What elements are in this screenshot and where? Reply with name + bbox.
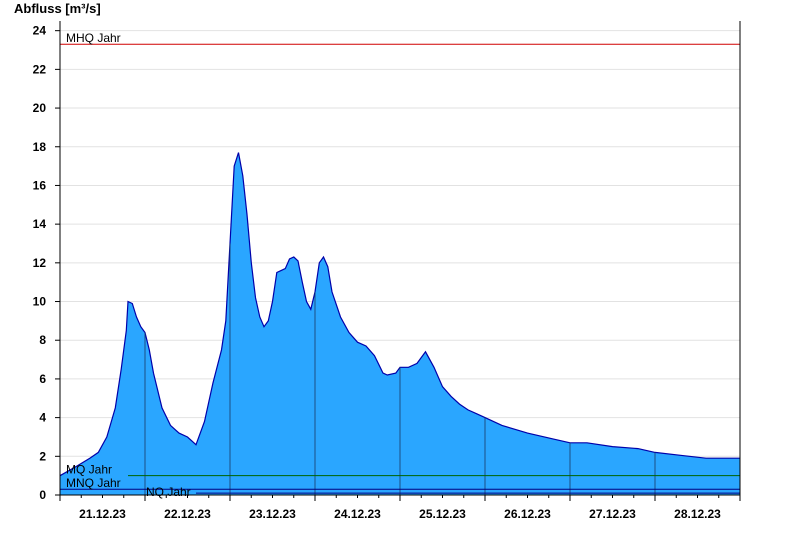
- x-tick-label-3: 24.12.23: [334, 507, 381, 521]
- y-tick-label-22: 22: [33, 62, 47, 76]
- y-tick-label-14: 14: [33, 217, 47, 231]
- y-tick-label-20: 20: [33, 101, 47, 115]
- x-tick-label-6: 27.12.23: [589, 507, 636, 521]
- y-tick-label-16: 16: [33, 178, 47, 192]
- x-tick-label-4: 25.12.23: [419, 507, 466, 521]
- y-tick-label-0: 0: [39, 488, 46, 502]
- x-ticks: 21.12.23 22.12.23 23.12.23 24.12.23 25.12.23…: [59, 495, 741, 521]
- y-tick-label-2: 2: [39, 449, 46, 463]
- ref-label-2: MNQ Jahr: [66, 476, 121, 490]
- y-tick-label-10: 10: [33, 295, 47, 309]
- ref-label-3: NQ Jahr: [146, 485, 191, 499]
- x-tick-label-0: 21.12.23: [79, 507, 126, 521]
- ref-label-1: MQ Jahr: [66, 463, 112, 477]
- y-tick-label-24: 24: [33, 24, 47, 38]
- x-tick-label-7: 28.12.23: [674, 507, 721, 521]
- series-line: [59, 152, 740, 477]
- y-tick-label-6: 6: [39, 372, 46, 386]
- x-tick-label-5: 26.12.23: [504, 507, 551, 521]
- y-tick-label-12: 12: [33, 256, 47, 270]
- x-tick-label-2: 23.12.23: [249, 507, 296, 521]
- y-tick-label-18: 18: [33, 140, 47, 154]
- y-tick-label-8: 8: [39, 333, 46, 347]
- x-tick-label-1: 22.12.23: [164, 507, 211, 521]
- y-axis-title: Abfluss [m³/s]: [14, 1, 101, 16]
- discharge-area: [59, 152, 740, 495]
- gridlines: [60, 30, 740, 457]
- ref-label-0: MHQ Jahr: [66, 31, 121, 45]
- y-tick-label-4: 4: [39, 411, 46, 425]
